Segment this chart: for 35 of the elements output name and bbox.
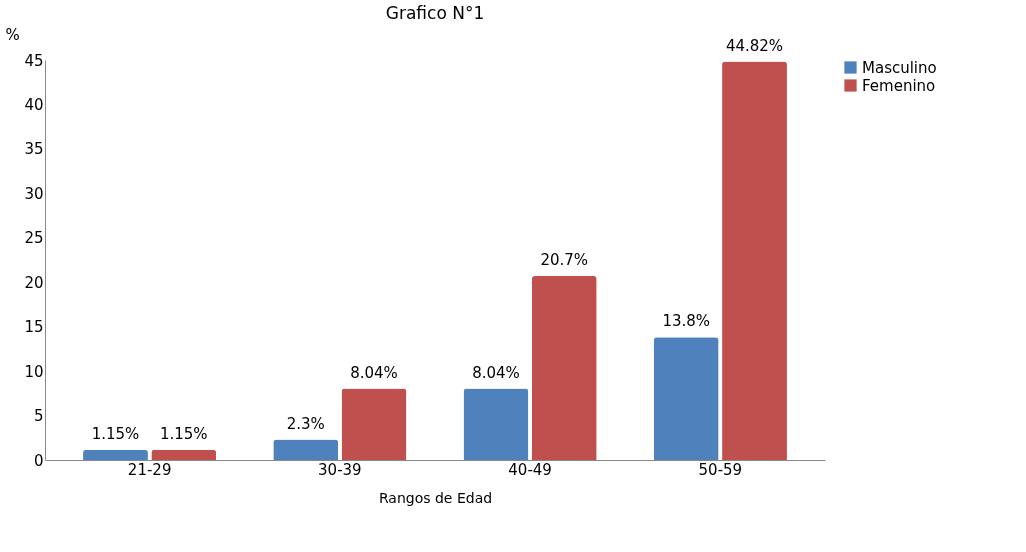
x-axis-title: Rangos de Edad [378,489,493,506]
bar [341,388,407,460]
data-label: 2.3% [286,414,325,433]
y-tick-label: 0 [33,451,44,470]
legend-label: Masculino [862,58,937,77]
x-tick-label: 50-59 [698,460,743,479]
x-tick-label: 30-39 [318,460,362,479]
data-label: 1.15% [91,424,140,443]
y-tick-label: 25 [24,229,44,248]
data-label: 8.04% [472,363,520,382]
y-tick-label: 5 [33,407,44,426]
x-tick-label: 40-49 [508,460,552,479]
bar [463,388,529,460]
y-tick-label: 30 [24,184,44,203]
legend-label: Femenino [862,76,936,95]
y-axis-title: % [5,25,20,44]
data-label: 1.15% [159,424,208,443]
data-label: 8.04% [350,363,398,382]
chart-title: Grafico N°1 [385,3,485,23]
y-tick-label: 20 [24,273,44,292]
data-label: 44.82% [725,36,784,55]
y-tick-label: 45 [24,51,44,70]
y-tick-label: 15 [24,318,44,337]
bar [151,449,217,460]
bar [273,439,339,460]
bar [653,337,719,460]
y-tick-label: 10 [24,362,44,381]
bar [531,276,597,460]
data-label: 20.7% [540,251,589,269]
bar [722,61,787,460]
data-label: 13.8% [662,312,711,331]
y-tick-label: 40 [24,95,44,114]
bar [83,449,148,460]
x-tick-label: 21-29 [127,460,172,479]
y-tick-label: 35 [24,140,44,159]
